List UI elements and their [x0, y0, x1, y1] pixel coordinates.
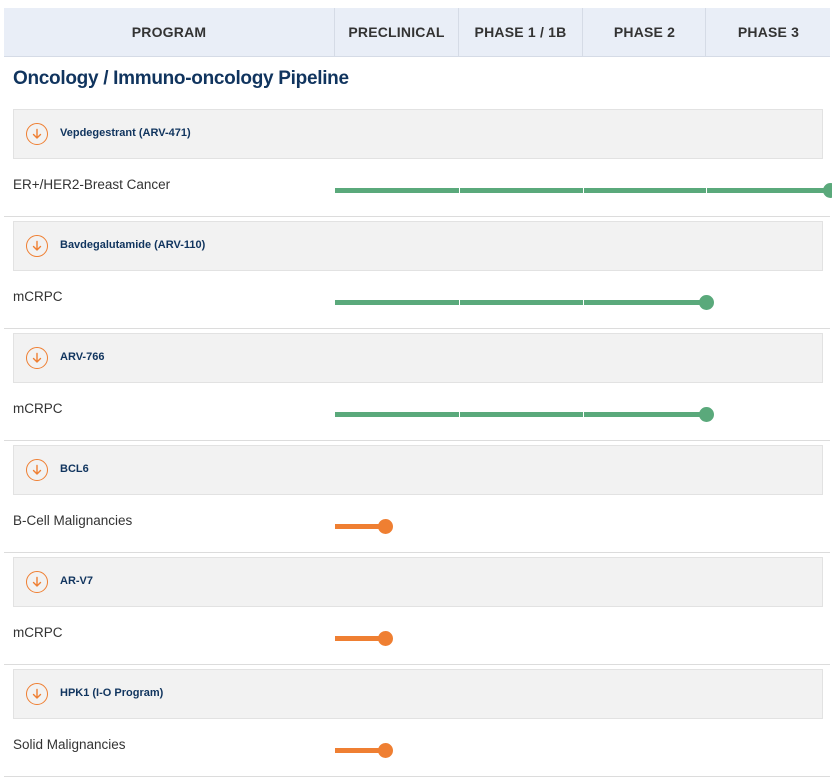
program-name: BCL6: [60, 463, 89, 475]
progress-dot: [377, 631, 393, 646]
pipeline-header: PROGRAM PRECLINICAL PHASE 1 / 1B PHASE 2…: [4, 8, 830, 57]
arrow-down-icon: [32, 128, 42, 139]
indication-label: Solid Malignancies: [13, 737, 126, 752]
indication-label: B-Cell Malignancies: [13, 513, 133, 528]
indication-label: ER+/HER2-Breast Cancer: [13, 177, 171, 192]
progress-dot: [377, 743, 393, 758]
progress-line: [335, 412, 707, 417]
program-header[interactable]: ARV-766: [13, 333, 823, 383]
phase-separator: [458, 300, 460, 305]
progress-line: [335, 636, 385, 641]
program-card: AR-V7 mCRPC: [4, 557, 830, 665]
indication-label: mCRPC: [13, 401, 63, 416]
program-card: HPK1 (I-O Program) Solid Malignancies: [4, 669, 830, 777]
program-card: BCL6 B-Cell Malignancies: [4, 445, 830, 553]
progress-dot: [823, 183, 832, 198]
progress-dot: [377, 519, 393, 534]
progress-line: [335, 524, 385, 529]
arrow-down-icon: [32, 576, 42, 587]
expand-arrow-button[interactable]: [26, 123, 48, 145]
expand-arrow-button[interactable]: [26, 235, 48, 257]
row-divider: [4, 664, 830, 665]
progress-line: [335, 300, 707, 305]
phase-progress-bar: [335, 519, 830, 534]
row-divider: [4, 552, 830, 553]
phase-progress-bar: [335, 407, 830, 422]
expand-arrow-button[interactable]: [26, 683, 48, 705]
expand-arrow-button[interactable]: [26, 347, 48, 369]
phase-separator: [582, 412, 584, 417]
header-preclinical: PRECLINICAL: [334, 8, 458, 56]
program-header[interactable]: HPK1 (I-O Program): [13, 669, 823, 719]
program-card: Bavdegalutamide (ARV-110) mCRPC: [4, 221, 830, 329]
expand-arrow-button[interactable]: [26, 571, 48, 593]
program-header[interactable]: AR-V7: [13, 557, 823, 607]
phase-progress-bar: [335, 295, 830, 310]
header-phase-1: PHASE 1 / 1B: [458, 8, 582, 56]
phase-progress-bar: [335, 743, 830, 758]
progress-dot: [699, 295, 715, 310]
indication-label: mCRPC: [13, 289, 63, 304]
phase-progress-bar: [335, 183, 832, 198]
program-name: Bavdegalutamide (ARV-110): [60, 239, 206, 251]
row-divider: [4, 216, 830, 217]
phase-progress-bar: [335, 631, 830, 646]
phase-separator: [458, 188, 460, 193]
phase-separator: [582, 188, 584, 193]
section-title: Oncology / Immuno-oncology Pipeline: [13, 68, 349, 89]
arrow-down-icon: [32, 240, 42, 251]
arrow-down-icon: [32, 464, 42, 475]
program-card: Vepdegestrant (ARV-471) ER+/HER2-Breast C…: [4, 109, 832, 217]
header-phase-2: PHASE 2: [582, 8, 706, 56]
program-header[interactable]: BCL6: [13, 445, 823, 495]
program-header[interactable]: Vepdegestrant (ARV-471): [13, 109, 823, 159]
phase-separator: [706, 188, 708, 193]
progress-line: [335, 748, 385, 753]
header-phase-3: PHASE 3: [705, 8, 831, 56]
program-name: ARV-766: [60, 351, 105, 363]
program-card: ARV-766 mCRPC: [4, 333, 830, 441]
arrow-down-icon: [32, 688, 42, 699]
arrow-down-icon: [32, 352, 42, 363]
phase-separator: [458, 412, 460, 417]
header-program: PROGRAM: [131, 24, 207, 40]
program-header[interactable]: Bavdegalutamide (ARV-110): [13, 221, 823, 271]
program-name: AR-V7: [60, 575, 94, 587]
program-name: HPK1 (I-O Program): [60, 687, 164, 699]
phase-separator: [582, 300, 584, 305]
expand-arrow-button[interactable]: [26, 459, 48, 481]
row-divider: [4, 328, 830, 329]
row-divider: [4, 440, 830, 441]
indication-label: mCRPC: [13, 625, 63, 640]
progress-dot: [699, 407, 715, 422]
program-name: Vepdegestrant (ARV-471): [60, 127, 191, 139]
